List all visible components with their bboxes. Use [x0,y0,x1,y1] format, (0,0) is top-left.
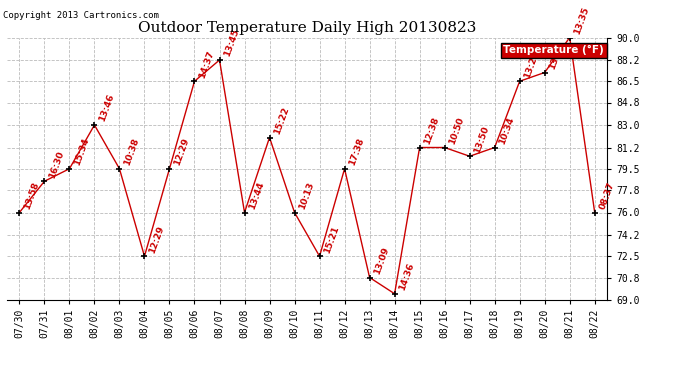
Text: 13:35: 13:35 [573,6,591,36]
Text: 13:09: 13:09 [373,246,391,276]
Text: 14:36: 14:36 [397,262,416,292]
Text: 12:38: 12:38 [422,116,441,146]
Text: 10:34: 10:34 [497,116,516,146]
Text: 15:21: 15:21 [322,224,341,254]
Text: 13:35: 13:35 [548,40,566,70]
Text: 13:58: 13:58 [22,181,41,211]
Text: 17:38: 17:38 [348,137,366,167]
Text: 14:37: 14:37 [197,49,216,80]
Text: 13:50: 13:50 [473,124,491,154]
Text: 16:30: 16:30 [48,150,66,179]
Text: 10:50: 10:50 [448,116,466,146]
Text: 08:37: 08:37 [598,181,616,211]
Text: 15:22: 15:22 [273,106,290,136]
Text: 15:34: 15:34 [72,137,90,167]
Text: 12:29: 12:29 [172,137,190,167]
Text: Temperature (°F): Temperature (°F) [504,45,604,56]
Title: Outdoor Temperature Daily High 20130823: Outdoor Temperature Daily High 20130823 [138,21,476,35]
Text: 12:29: 12:29 [148,224,166,254]
Text: 10:38: 10:38 [122,137,141,167]
Text: 13:26: 13:26 [522,50,541,80]
Text: 13:45: 13:45 [222,28,241,58]
Text: 13:46: 13:46 [97,93,116,123]
Text: Copyright 2013 Cartronics.com: Copyright 2013 Cartronics.com [3,11,159,20]
Text: 13:44: 13:44 [248,180,266,211]
Text: 10:13: 10:13 [297,181,316,211]
